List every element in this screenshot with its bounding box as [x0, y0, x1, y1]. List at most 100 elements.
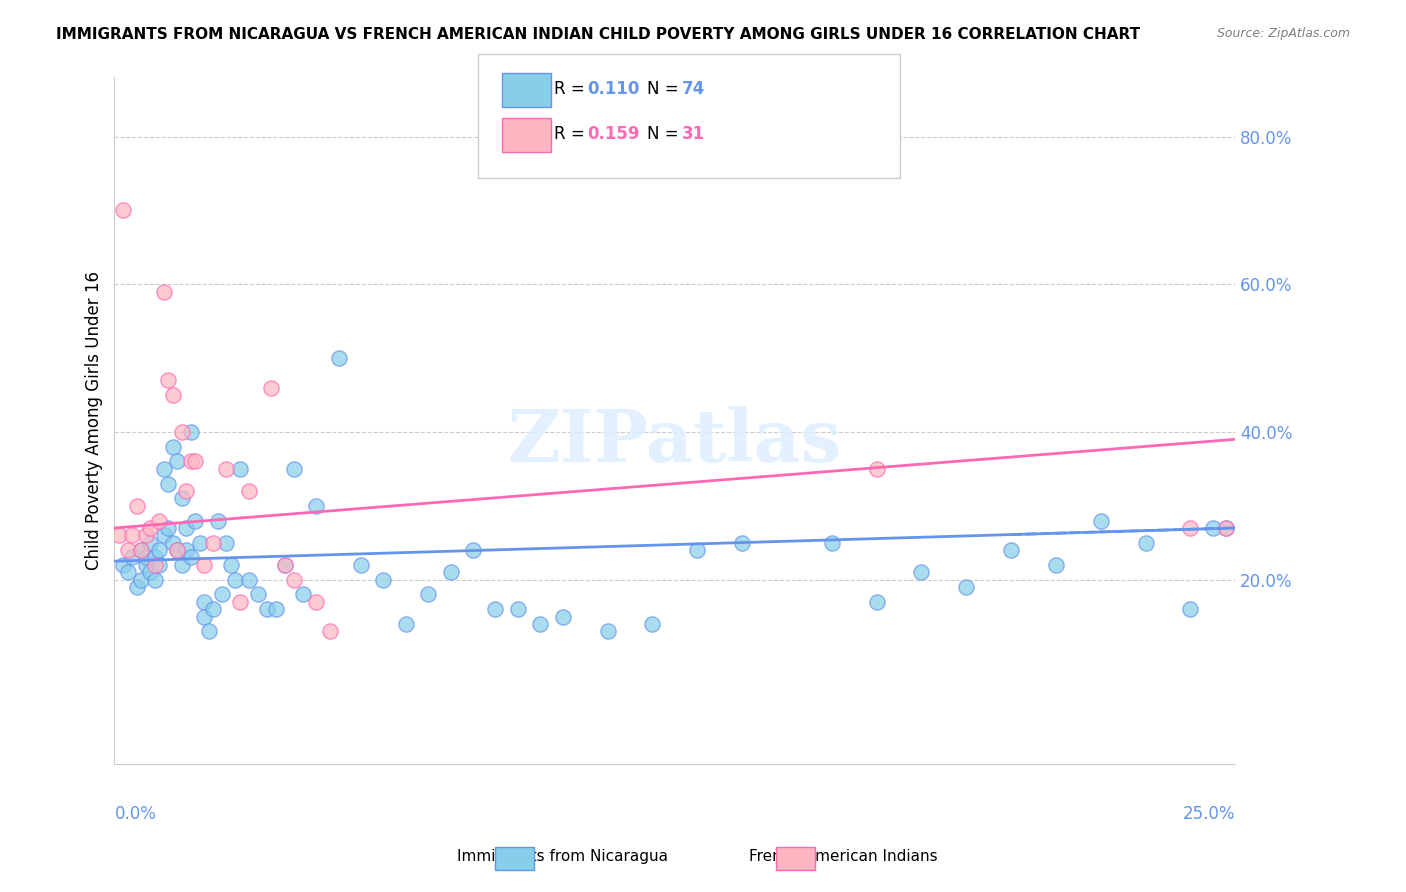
- Point: [506, 602, 529, 616]
- Point: [143, 573, 166, 587]
- Point: [418, 587, 440, 601]
- Point: [731, 535, 754, 549]
- Point: [166, 543, 188, 558]
- Y-axis label: Child Poverty Among Girls Under 16: Child Poverty Among Girls Under 16: [86, 271, 103, 570]
- Point: [207, 514, 229, 528]
- Point: [139, 535, 162, 549]
- Point: [131, 543, 153, 558]
- Point: [174, 483, 197, 498]
- Point: [910, 566, 932, 580]
- Point: [139, 521, 162, 535]
- Point: [291, 587, 314, 601]
- Point: [143, 558, 166, 572]
- Point: [529, 616, 551, 631]
- Point: [180, 454, 202, 468]
- Point: [865, 462, 887, 476]
- Point: [395, 616, 418, 631]
- Point: [305, 595, 328, 609]
- Point: [188, 535, 211, 549]
- Point: [440, 566, 463, 580]
- Point: [193, 558, 215, 572]
- Point: [143, 550, 166, 565]
- Point: [373, 573, 395, 587]
- Point: [170, 491, 193, 506]
- Point: [219, 558, 242, 572]
- Point: [350, 558, 373, 572]
- Point: [229, 462, 252, 476]
- Point: [197, 624, 219, 639]
- Point: [170, 558, 193, 572]
- Point: [166, 543, 188, 558]
- Text: 0.110: 0.110: [588, 80, 640, 98]
- Point: [686, 543, 709, 558]
- Text: 25.0%: 25.0%: [1182, 805, 1236, 823]
- Point: [1180, 602, 1202, 616]
- Point: [131, 573, 153, 587]
- Point: [112, 558, 135, 572]
- Point: [152, 462, 174, 476]
- Text: 0.159: 0.159: [588, 125, 640, 143]
- Point: [193, 609, 215, 624]
- Point: [328, 351, 350, 365]
- Point: [193, 595, 215, 609]
- Point: [1000, 543, 1022, 558]
- Point: [461, 543, 484, 558]
- Point: [157, 521, 180, 535]
- Point: [1202, 521, 1225, 535]
- Point: [215, 535, 238, 549]
- Point: [1135, 535, 1157, 549]
- Point: [125, 499, 148, 513]
- Point: [318, 624, 340, 639]
- Point: [135, 558, 157, 572]
- Point: [148, 558, 170, 572]
- Point: [131, 543, 153, 558]
- Point: [121, 550, 143, 565]
- Point: [821, 535, 844, 549]
- Text: French American Indians: French American Indians: [749, 849, 938, 863]
- Point: [1045, 558, 1067, 572]
- Point: [180, 425, 202, 439]
- Text: R =: R =: [554, 80, 591, 98]
- Point: [1090, 514, 1112, 528]
- Point: [224, 573, 246, 587]
- Text: N =: N =: [647, 125, 683, 143]
- Text: 0.0%: 0.0%: [114, 805, 156, 823]
- Point: [121, 528, 143, 542]
- Point: [112, 203, 135, 218]
- Point: [256, 602, 278, 616]
- Point: [148, 543, 170, 558]
- Point: [117, 566, 139, 580]
- Point: [166, 454, 188, 468]
- Point: [174, 543, 197, 558]
- Point: [157, 476, 180, 491]
- Point: [264, 602, 287, 616]
- Point: [260, 381, 283, 395]
- Text: IMMIGRANTS FROM NICARAGUA VS FRENCH AMERICAN INDIAN CHILD POVERTY AMONG GIRLS UN: IMMIGRANTS FROM NICARAGUA VS FRENCH AMER…: [56, 27, 1140, 42]
- Text: Source: ZipAtlas.com: Source: ZipAtlas.com: [1216, 27, 1350, 40]
- Text: 31: 31: [682, 125, 704, 143]
- Text: ZIPatlas: ZIPatlas: [508, 406, 842, 477]
- Point: [135, 550, 157, 565]
- Point: [184, 454, 207, 468]
- Point: [274, 558, 297, 572]
- Point: [283, 573, 305, 587]
- Point: [184, 514, 207, 528]
- Point: [202, 535, 225, 549]
- Point: [641, 616, 664, 631]
- Point: [596, 624, 619, 639]
- Point: [1215, 521, 1237, 535]
- Text: N =: N =: [647, 80, 683, 98]
- Point: [274, 558, 297, 572]
- Point: [283, 462, 305, 476]
- Point: [484, 602, 506, 616]
- Point: [211, 587, 233, 601]
- Point: [139, 566, 162, 580]
- Point: [108, 528, 131, 542]
- Text: Immigrants from Nicaragua: Immigrants from Nicaragua: [457, 849, 668, 863]
- Point: [162, 535, 184, 549]
- Point: [1215, 521, 1237, 535]
- Point: [162, 440, 184, 454]
- Text: R =: R =: [554, 125, 591, 143]
- Point: [157, 373, 180, 387]
- Point: [148, 514, 170, 528]
